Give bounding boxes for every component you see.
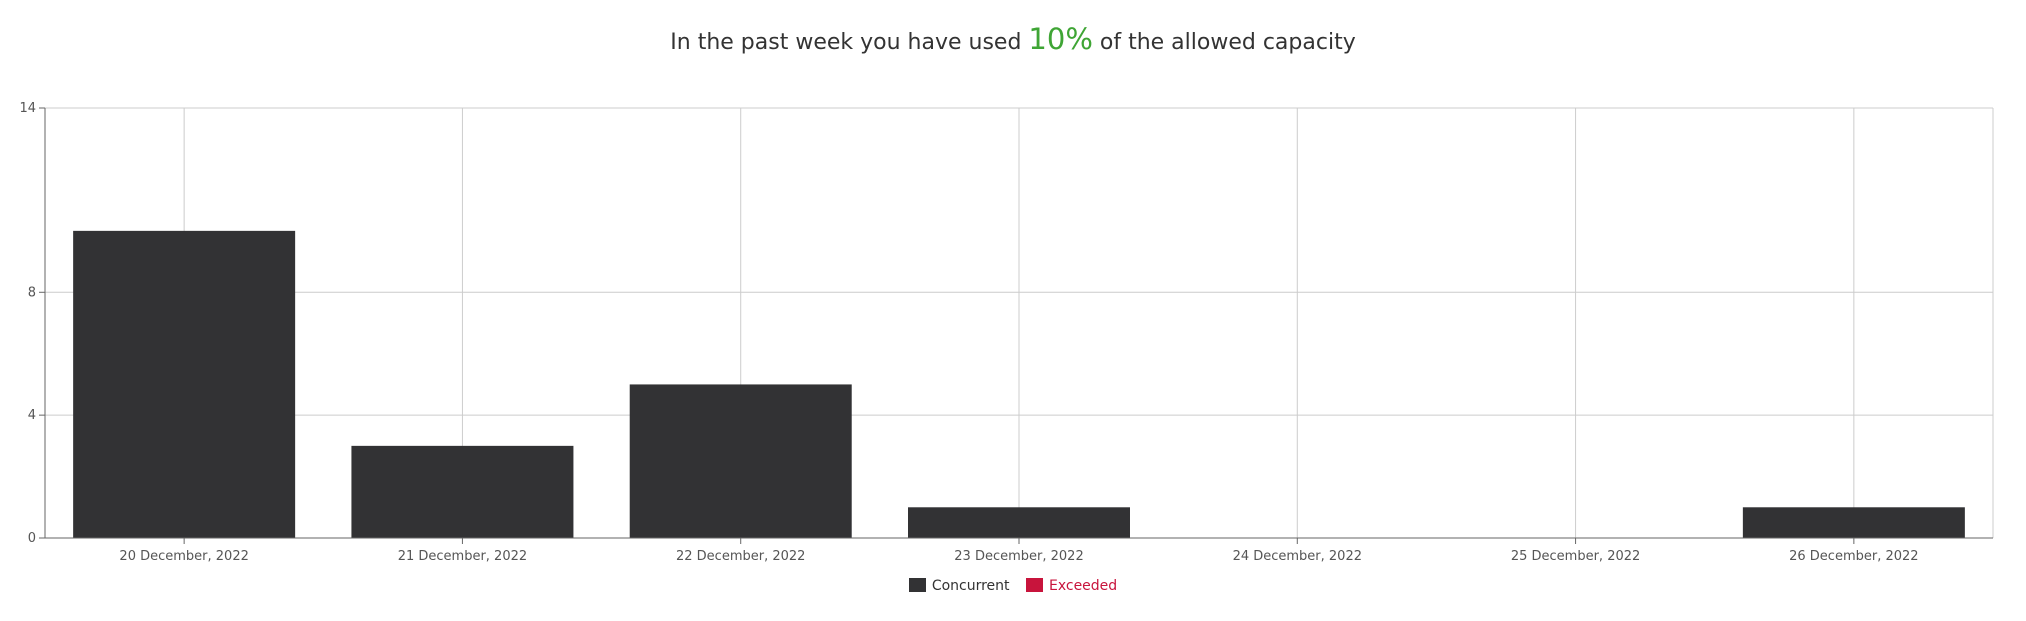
x-tick-label: 20 December, 2022 bbox=[119, 549, 248, 564]
bar-concurrent[interactable] bbox=[1742, 507, 1965, 538]
y-tick-label: 4 bbox=[28, 408, 36, 423]
bar-concurrent[interactable] bbox=[629, 384, 852, 538]
x-tick-label: 23 December, 2022 bbox=[954, 549, 1083, 564]
legend-swatch-exceeded bbox=[1025, 578, 1043, 592]
legend-item-concurrent[interactable]: Concurrent bbox=[908, 578, 1010, 594]
headline-percent: 10% bbox=[1028, 22, 1093, 56]
bar-concurrent[interactable] bbox=[73, 230, 296, 538]
grid-layer bbox=[45, 107, 1994, 538]
bar-layer bbox=[73, 230, 1965, 538]
bar-concurrent[interactable] bbox=[908, 507, 1130, 538]
headline-suffix: of the allowed capacity bbox=[1099, 30, 1356, 55]
usage-bar-chart: 0 4 8 14 20 December, 2022 21 December, 2022 2… bbox=[19, 101, 1994, 564]
legend-item-exceeded[interactable]: Exceeded bbox=[1025, 578, 1118, 594]
chart-legend: Concurrent Exceeded bbox=[0, 578, 2026, 594]
headline-prefix: In the past week you have used bbox=[670, 30, 1022, 55]
x-tick-label: 22 December, 2022 bbox=[676, 549, 805, 564]
legend-swatch-concurrent bbox=[908, 578, 926, 592]
y-tick-label: 0 bbox=[28, 531, 36, 546]
label-layer: 0 4 8 14 20 December, 2022 21 December, 2022 2… bbox=[19, 101, 1918, 564]
legend-label-concurrent: Concurrent bbox=[931, 578, 1010, 594]
axis-layer bbox=[39, 107, 1993, 544]
y-tick-label: 14 bbox=[19, 101, 36, 116]
y-tick-label: 8 bbox=[28, 285, 36, 300]
x-tick-label: 25 December, 2022 bbox=[1511, 549, 1640, 564]
x-tick-label: 24 December, 2022 bbox=[1233, 549, 1362, 564]
x-tick-label: 21 December, 2022 bbox=[398, 549, 527, 564]
legend-label-exceeded: Exceeded bbox=[1048, 578, 1118, 594]
x-tick-label: 26 December, 2022 bbox=[1789, 549, 1918, 564]
capacity-headline: In the past week you have used 10% of th… bbox=[0, 22, 2026, 56]
bar-concurrent[interactable] bbox=[351, 445, 574, 538]
